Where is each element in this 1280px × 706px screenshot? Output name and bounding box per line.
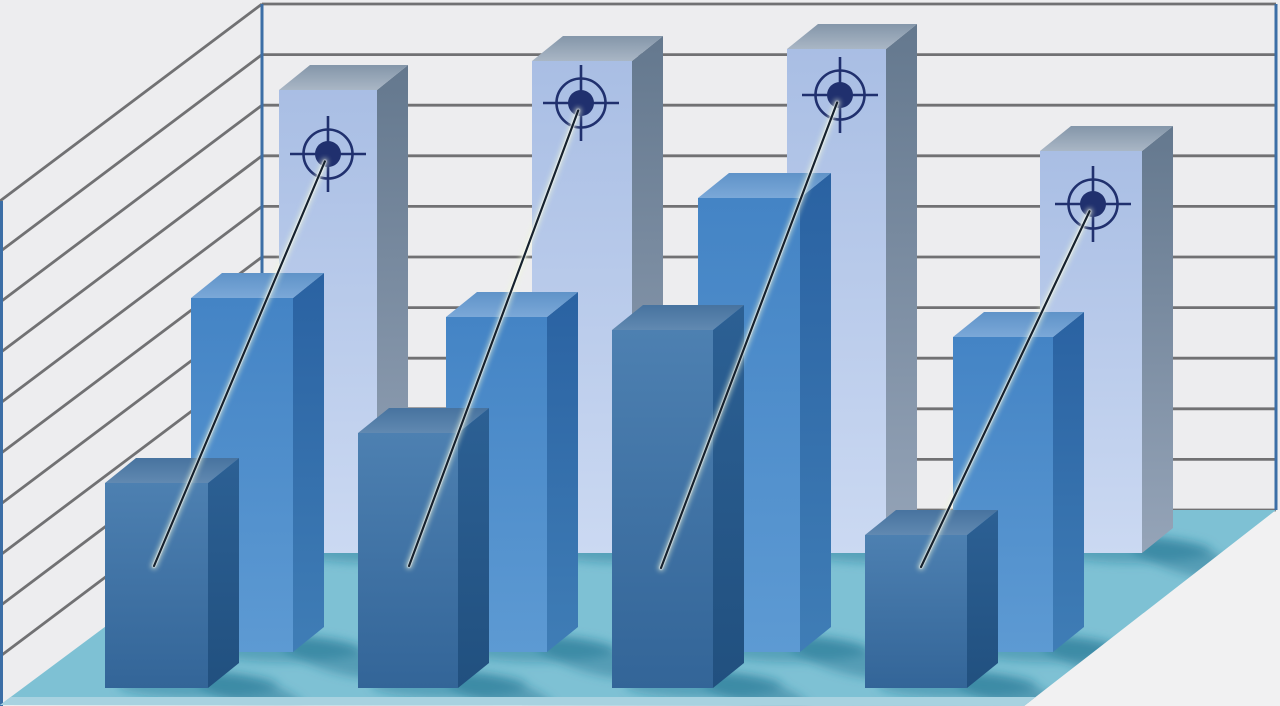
- laser-line-1: [150, 157, 329, 570]
- laser-core: [659, 101, 839, 570]
- gridline-diagonal: [0, 205, 263, 405]
- gridline-diagonal: [0, 154, 263, 354]
- gridline-diagonal: [0, 53, 263, 253]
- bar-side: [547, 292, 578, 652]
- bar-top: [279, 65, 408, 90]
- bar-side: [886, 24, 917, 553]
- bar-face: [612, 330, 713, 688]
- laser-core: [152, 160, 326, 568]
- bar-top: [865, 510, 998, 535]
- crosshair-dot: [827, 82, 853, 108]
- bar-side: [967, 510, 998, 688]
- crosshair-target-icon-2: [543, 65, 619, 141]
- bar-top: [191, 273, 324, 298]
- crosshair-dot: [315, 141, 341, 167]
- crosshair-ring: [302, 128, 354, 180]
- laser-line-2: [405, 106, 582, 570]
- bar-top: [612, 305, 744, 330]
- gridline-diagonal: [0, 104, 263, 304]
- bar-side: [1142, 126, 1173, 553]
- bar-front-2: [358, 408, 489, 688]
- bar-top: [105, 458, 239, 483]
- gridline-diagonal: [0, 2, 263, 203]
- floor-edge-strip: [0, 697, 1276, 706]
- bar-side: [208, 458, 239, 688]
- crosshair-dot: [1080, 191, 1106, 217]
- bar-top: [1040, 126, 1173, 151]
- laser-core: [407, 109, 580, 568]
- crosshair-ring: [814, 69, 866, 121]
- crosshair-ring: [1067, 178, 1119, 230]
- crosshair-target-icon-3: [802, 57, 878, 133]
- laser-line-4: [917, 207, 1094, 571]
- bar-top: [787, 24, 917, 49]
- bar-front-1: [105, 458, 239, 688]
- bar-front-3: [612, 305, 744, 688]
- laser-core: [919, 210, 1091, 569]
- crosshair-ring: [555, 77, 607, 129]
- bar-side: [800, 173, 831, 652]
- bar-side: [458, 408, 489, 688]
- bar-face: [865, 535, 967, 688]
- crosshair-dot: [568, 90, 594, 116]
- bar-top: [446, 292, 578, 317]
- bar-face: [105, 483, 208, 688]
- bar-side: [1053, 312, 1084, 652]
- bar-top: [953, 312, 1084, 337]
- bar-top: [358, 408, 489, 433]
- bar-side: [293, 273, 324, 652]
- bar-front-4: [865, 510, 998, 688]
- bar-top: [532, 36, 663, 61]
- bar-top: [698, 173, 831, 198]
- laser-line-3: [657, 98, 841, 572]
